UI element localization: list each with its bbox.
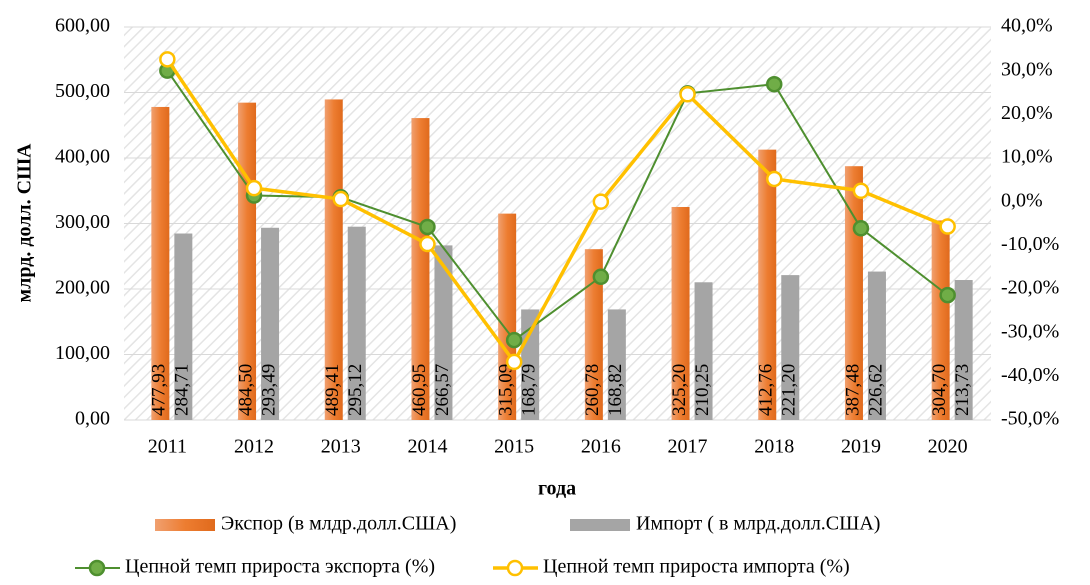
y2-tick-label: -30,0% [1001, 320, 1059, 342]
x-tick-label: 2015 [494, 436, 534, 458]
y-axis-label: млрд. долл. США [14, 143, 36, 303]
bar [694, 282, 713, 420]
y2-tick-label: -50,0% [1001, 408, 1059, 430]
line-marker [766, 170, 783, 188]
data-label: 293,49 [258, 364, 279, 416]
legend-marker [88, 559, 106, 577]
x-tick-label: 2014 [407, 436, 447, 458]
x-tick-label: 2019 [841, 436, 881, 458]
data-label: 226,62 [865, 364, 886, 416]
y2-tick-label: -10,0% [1001, 233, 1059, 255]
y2-tick-label: 10,0% [1001, 146, 1053, 168]
line-marker [505, 331, 523, 349]
y-tick-label: 200,00 [55, 277, 110, 299]
legend-marker [506, 559, 524, 577]
legend-label: Цепной темп прироста экспорта (%) [125, 556, 435, 578]
y2-tick-label: -20,0% [1001, 277, 1059, 299]
bar [867, 271, 886, 420]
data-label: 412,76 [756, 364, 777, 416]
data-label: 221,20 [779, 364, 800, 416]
data-label: 284,71 [172, 364, 193, 416]
data-label: 304,70 [929, 364, 950, 416]
bar [324, 99, 343, 420]
x-tick-label: 2018 [754, 436, 794, 458]
y2-tick-label: -40,0% [1001, 364, 1059, 386]
line-marker [939, 286, 956, 304]
x-tick-label: 2020 [928, 436, 968, 458]
bar [584, 249, 603, 420]
data-label: 315,09 [496, 364, 517, 416]
legend-label: Цепной темп прироста импорта (%) [543, 556, 850, 578]
legend-label: Экспор (в млдр.долл.США) [221, 513, 456, 535]
bar [781, 275, 800, 420]
data-label: 213,73 [952, 364, 973, 416]
y2-tick-label: 30,0% [1001, 58, 1053, 80]
line-marker [159, 51, 176, 68]
x-tick-label: 2013 [321, 436, 361, 458]
bar [931, 220, 950, 420]
bar [347, 226, 366, 420]
line-marker [679, 85, 696, 103]
data-label: 325,20 [669, 364, 690, 416]
x-tick-label: 2016 [581, 436, 621, 458]
bar [411, 118, 430, 420]
y2-tick-label: 40,0% [1001, 15, 1053, 37]
line-marker [505, 353, 523, 371]
line-marker [332, 190, 349, 208]
data-label: 387,48 [842, 364, 863, 416]
line-marker [245, 179, 263, 197]
line-marker [939, 218, 956, 235]
bar [607, 309, 626, 420]
y2-tick-label: 20,0% [1001, 102, 1053, 124]
bar [434, 245, 453, 420]
data-label: 210,25 [692, 364, 713, 416]
y-tick-label: 600,00 [55, 15, 110, 37]
line-marker [419, 235, 436, 253]
legend-swatch [570, 519, 630, 531]
bar [174, 233, 193, 420]
x-tick-label: 2012 [234, 436, 274, 458]
y-tick-label: 400,00 [55, 146, 110, 168]
line-marker [592, 193, 610, 210]
data-label: 460,95 [409, 364, 430, 416]
data-label: 168,82 [605, 364, 626, 416]
line-marker [419, 218, 436, 236]
bar [954, 280, 973, 420]
bar [758, 149, 777, 420]
data-label: 489,41 [322, 364, 343, 416]
line-marker [852, 182, 870, 199]
y-tick-label: 100,00 [55, 342, 110, 364]
line [166, 70, 949, 342]
line-marker [852, 220, 870, 237]
bar [261, 227, 280, 420]
data-label: 266,57 [432, 364, 453, 416]
data-label: 484,50 [235, 364, 256, 416]
y-tick-label: 0,00 [75, 408, 110, 430]
line [165, 58, 949, 366]
data-label: 477,93 [149, 364, 170, 416]
y2-tick-label: 0,0% [1001, 189, 1043, 211]
data-label: 260,78 [582, 364, 603, 416]
data-label: 295,12 [345, 364, 366, 416]
legend-label: Импорт ( в млрд.долл.США) [636, 513, 880, 535]
bar [671, 206, 690, 420]
x-axis-label: года [538, 478, 576, 500]
legend-swatch [155, 519, 215, 531]
y-tick-label: 500,00 [55, 80, 110, 102]
line-marker [592, 268, 610, 286]
y-tick-label: 300,00 [55, 211, 110, 233]
x-tick-label: 2017 [668, 436, 708, 458]
x-tick-label: 2011 [148, 436, 187, 458]
bar [151, 106, 170, 421]
line-marker [766, 75, 783, 93]
data-label: 168,79 [519, 364, 540, 416]
